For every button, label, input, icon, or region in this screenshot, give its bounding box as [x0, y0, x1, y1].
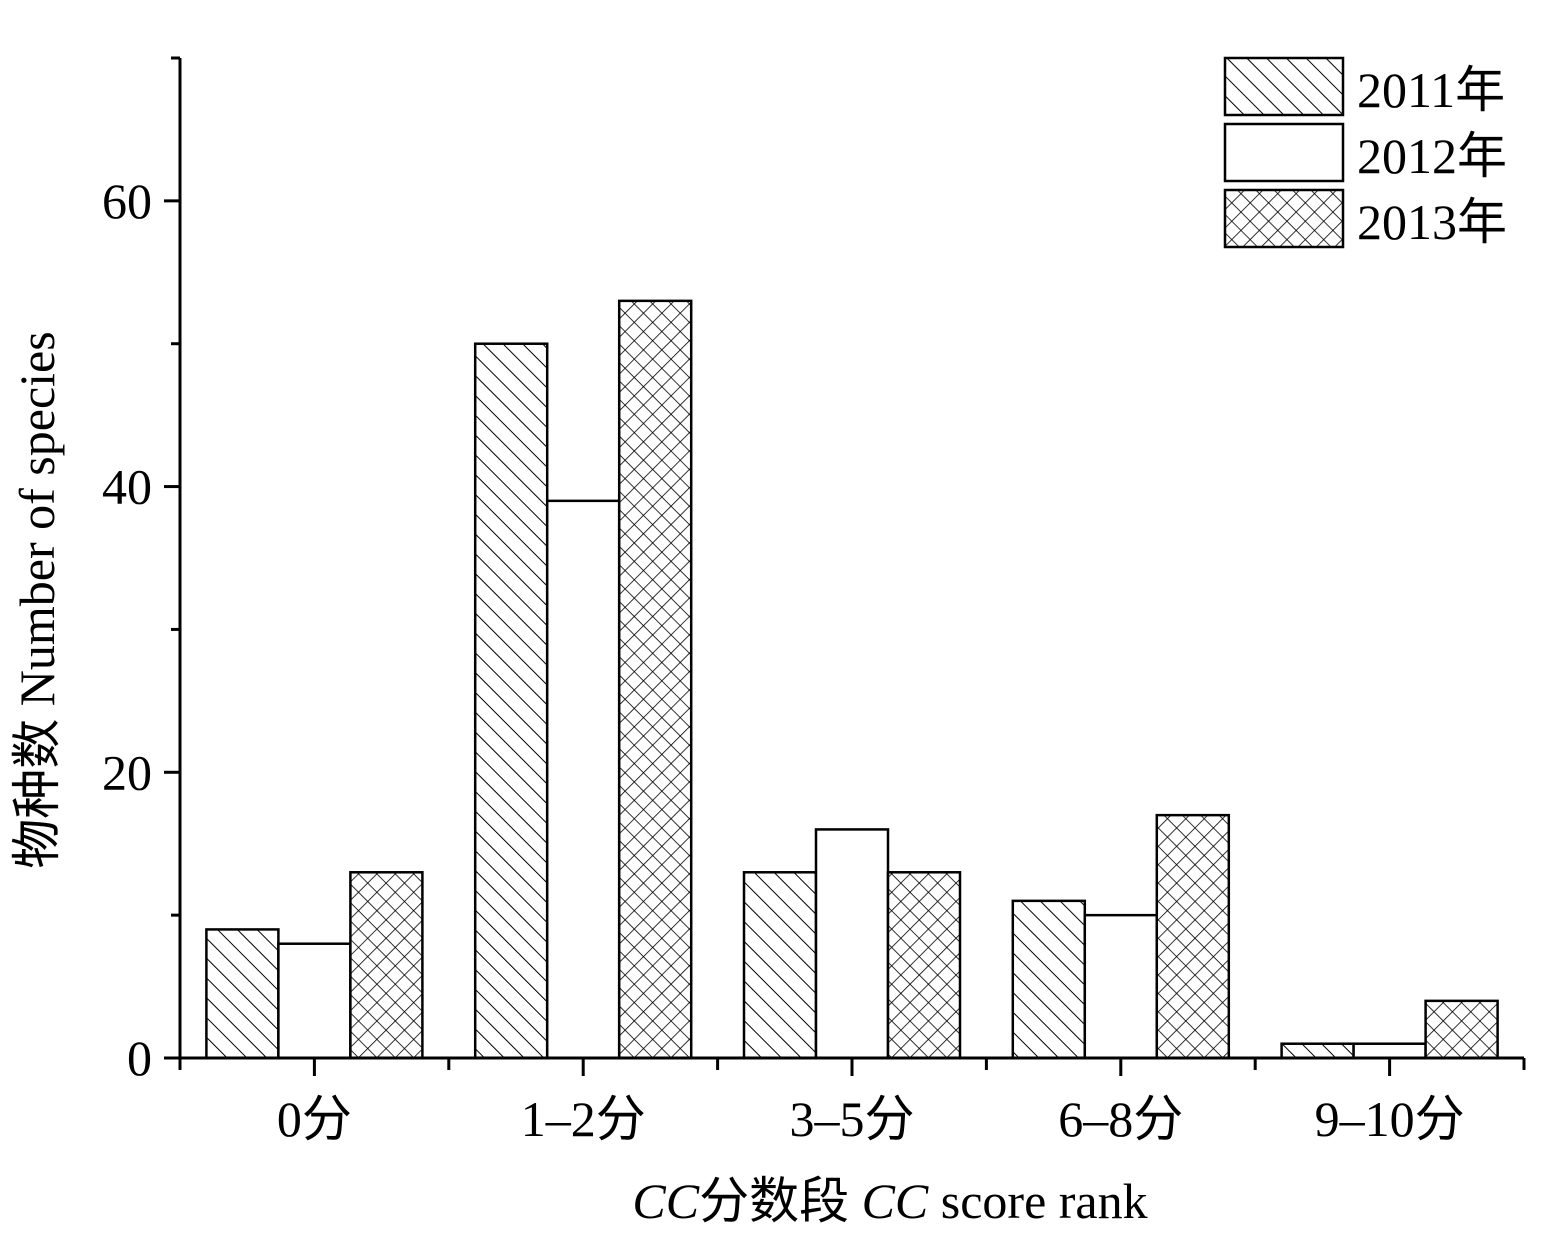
y-ticks: 0 20 40 60 — [102, 56, 180, 1086]
legend-swatch-2013年 — [1223, 188, 1345, 249]
bar-2011年-9–10分 — [1280, 1042, 1355, 1060]
bar-2011年-6–8分 — [1011, 899, 1087, 1060]
y-tick-label: 0 — [127, 1030, 152, 1086]
x-tick-label: 9–10分 — [1315, 1091, 1465, 1147]
bars-group — [205, 299, 1499, 1060]
legend-label-2011年: 2011年 — [1357, 62, 1505, 118]
bar-2013年-6–8分 — [1155, 813, 1231, 1060]
x-axis-title-cc-2: CC — [862, 1173, 929, 1229]
bar-2012年-9–10分 — [1352, 1042, 1427, 1060]
y-tick-label: 40 — [102, 459, 152, 515]
x-tick-label: 3–5分 — [790, 1091, 915, 1147]
bar-2013年-0分 — [349, 871, 424, 1060]
legend-label-2013年: 2013年 — [1357, 194, 1507, 250]
bar-2013年-3–5分 — [886, 871, 962, 1060]
bar-2012年-0分 — [277, 942, 352, 1060]
x-ticks: 0分 1–2分 3–5分 6–8分 9–10分 — [178, 1058, 1526, 1147]
x-tick-label: 6–8分 — [1058, 1091, 1183, 1147]
x-tick-label: 1–2分 — [521, 1091, 646, 1147]
legend-swatch-2011年 — [1223, 56, 1345, 117]
bar-2013年-1–2分 — [617, 299, 693, 1060]
x-axis-title-cc-1: CC — [632, 1173, 699, 1229]
legend-label-2012年: 2012年 — [1357, 128, 1507, 184]
bar-2011年-1–2分 — [473, 342, 549, 1060]
x-axis-title-suffix: score rank — [928, 1173, 1147, 1229]
bar-2012年-6–8分 — [1083, 913, 1159, 1060]
bar-2012年-3–5分 — [814, 828, 890, 1060]
x-axis-title: CC分数段 CC score rank — [632, 1173, 1147, 1229]
x-tick-label: 0分 — [277, 1091, 352, 1147]
y-tick-label: 20 — [102, 744, 152, 800]
bar-2013年-9–10分 — [1424, 999, 1499, 1060]
legend: 2011年 2012年 2013年 — [1223, 56, 1507, 250]
x-axis-title-middle: 分数段 — [699, 1173, 862, 1229]
bar-2011年-3–5分 — [742, 871, 818, 1060]
y-tick-label: 60 — [102, 173, 152, 229]
bar-2012年-1–2分 — [545, 499, 621, 1060]
bar-2011年-0分 — [205, 928, 280, 1060]
legend-swatch-2012年 — [1223, 122, 1345, 183]
y-axis-title: 物种数 Number of species — [9, 331, 65, 868]
